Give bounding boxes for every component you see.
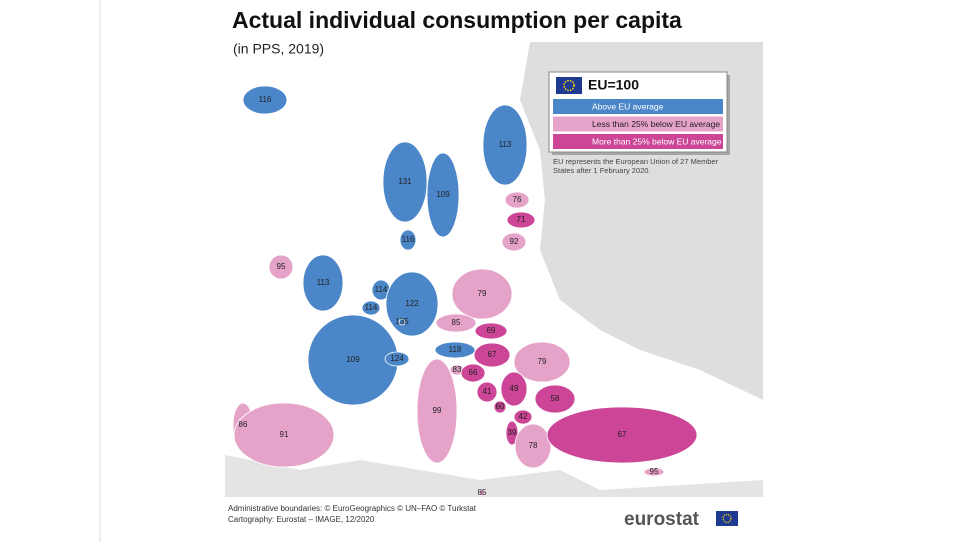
legend: EU=100 Above EU average Less than 25% bel…: [548, 71, 730, 155]
region: [384, 351, 410, 367]
north-africa: [225, 455, 763, 497]
region: [242, 85, 288, 115]
region-value: 86: [239, 420, 248, 429]
region: [500, 371, 528, 407]
region-value: 85: [478, 488, 487, 497]
region-value: 114: [365, 303, 378, 312]
region-value: 66: [469, 368, 478, 377]
legend-swatch: [553, 99, 723, 114]
region-value: 116: [402, 235, 415, 244]
legend-heading: EU=100: [588, 77, 639, 93]
region-value: 49: [510, 384, 519, 393]
region-value: 39: [508, 428, 517, 437]
region-value: 116: [259, 95, 272, 104]
region: [474, 322, 508, 340]
region: [482, 104, 528, 186]
region: [501, 232, 527, 252]
legend-label: More than 25% below EU average: [592, 136, 722, 146]
region-value: 42: [519, 412, 528, 421]
region-value: 78: [529, 441, 538, 450]
legend-items: Above EU average Less than 25% below EU a…: [553, 99, 723, 149]
region: [398, 318, 406, 326]
region: [643, 467, 665, 477]
footer-line: Administrative boundaries: © EuroGeograp…: [228, 504, 477, 513]
region: [504, 191, 530, 209]
region-value: 69: [487, 326, 496, 335]
region-value: 79: [478, 289, 487, 298]
region: [478, 489, 486, 497]
region-value: 91: [280, 430, 289, 439]
eu-stars: [563, 79, 575, 92]
regions: 116 113 131 109 76 71 92 116 95 113 79 114 122 114 135…: [232, 85, 698, 497]
logo-flag: [716, 511, 738, 526]
region-value: 85: [452, 318, 461, 327]
note-line: States after 1 February 2020.: [553, 166, 651, 175]
eu-flag: [556, 77, 582, 94]
subtitle: (in PPS, 2019): [233, 41, 324, 57]
region: [426, 152, 460, 238]
region-value: 71: [517, 215, 526, 224]
region-value: 118: [449, 345, 462, 354]
region-value: 79: [538, 357, 547, 366]
region-value: 113: [317, 278, 330, 287]
legend-swatch: [553, 134, 723, 149]
logo-stars: [722, 513, 732, 524]
region: [361, 300, 381, 316]
legend-label: Less than 25% below EU average: [592, 119, 720, 129]
region-value: 95: [277, 262, 286, 271]
region-value: 122: [405, 299, 419, 308]
region-value: 99: [433, 406, 442, 415]
region-value: 60: [496, 402, 505, 411]
region-value: 67: [488, 350, 497, 359]
region: [385, 271, 439, 337]
note-line: EU represents the European Union of 27 M…: [553, 157, 719, 166]
region: [476, 381, 498, 403]
region-value: 83: [453, 365, 462, 374]
region: [546, 406, 698, 464]
title: Actual individual consumption per capita: [232, 7, 682, 33]
region: [233, 402, 335, 468]
region-value: 109: [346, 355, 360, 364]
region: [514, 423, 552, 469]
region-value: 135: [395, 317, 409, 326]
logo-text: eurostat: [624, 509, 700, 530]
region-value: 76: [513, 195, 522, 204]
region-value: 41: [483, 387, 492, 396]
region: [435, 313, 477, 333]
region-value: 131: [398, 177, 412, 186]
region-value: 92: [510, 237, 519, 246]
legend-swatch: [553, 116, 723, 132]
region: [399, 229, 417, 251]
region-value: 114: [375, 285, 388, 294]
region: [460, 363, 486, 383]
region: [268, 254, 294, 280]
region-value: 95: [650, 467, 659, 476]
region: [416, 358, 458, 464]
region-value: 109: [436, 190, 450, 199]
region-value: 58: [551, 394, 560, 403]
region: [513, 341, 571, 383]
region-value: 124: [390, 354, 404, 363]
region-value: 67: [618, 430, 627, 439]
region: [434, 341, 476, 359]
region: [534, 384, 576, 414]
region: [513, 409, 533, 425]
legend-label: Above EU average: [592, 101, 664, 111]
footer-line: Cartography: Eurostat – IMAGE, 12/2020: [228, 515, 375, 524]
region: [382, 141, 428, 223]
region: [302, 254, 344, 312]
region: [451, 268, 513, 320]
region-value: 113: [499, 140, 512, 149]
region: [506, 211, 536, 229]
region: [473, 342, 511, 368]
region: [493, 400, 507, 414]
